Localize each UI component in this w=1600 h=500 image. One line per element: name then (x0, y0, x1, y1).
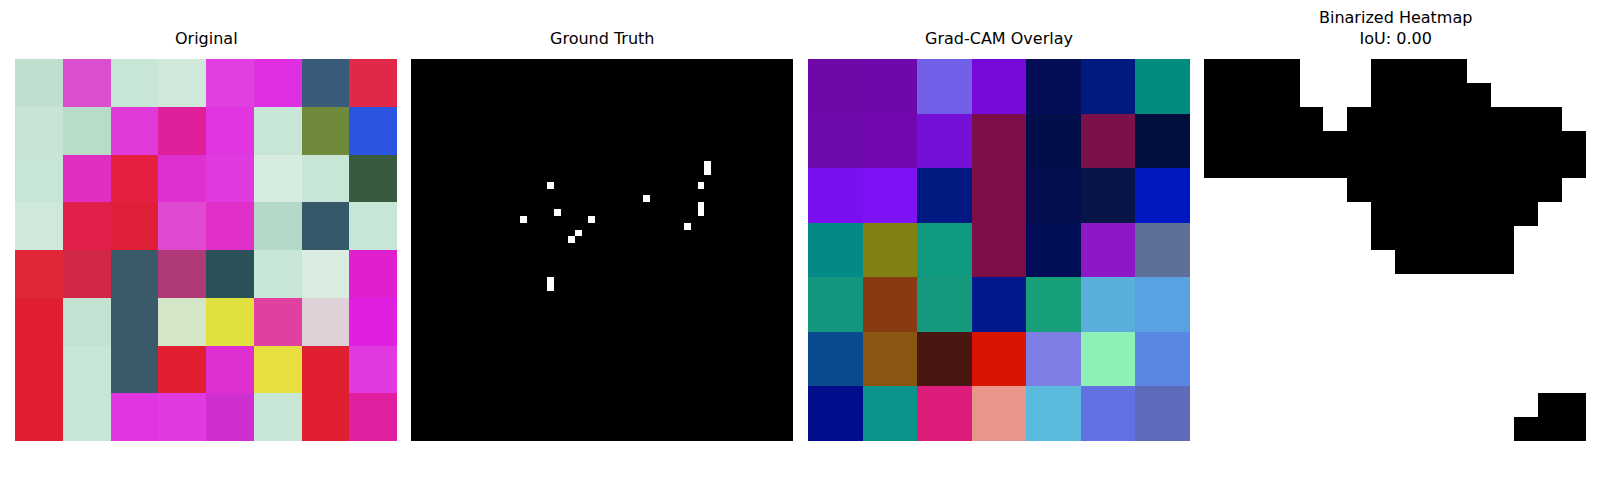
svg-text:Original: Original (175, 29, 238, 48)
svg-text:Grad-CAM Overlay: Grad-CAM Overlay (925, 29, 1073, 48)
svg-text:Ground Truth: Ground Truth (550, 29, 655, 48)
svg-text:Binarized HeatmapIoU: 0.00: Binarized HeatmapIoU: 0.00 (1319, 8, 1472, 48)
